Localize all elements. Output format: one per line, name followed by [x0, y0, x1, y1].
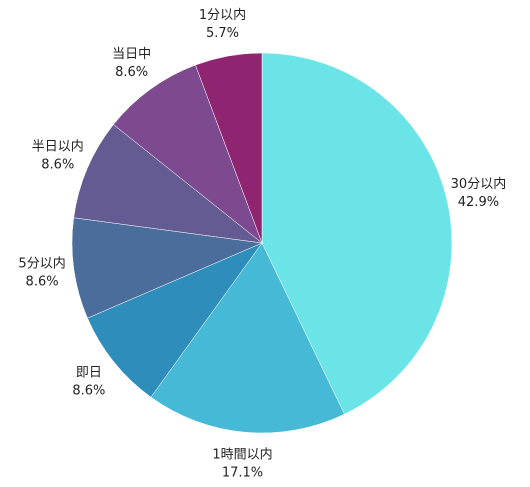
slice-label: 30分以内 — [451, 176, 507, 192]
slice-value-label: 8.6% — [72, 383, 105, 398]
pie-slice — [195, 52, 263, 244]
slice-label: 1分以内 — [199, 7, 246, 23]
slice-label: 5分以内 — [18, 256, 65, 272]
slice-label: 即日 — [76, 365, 102, 380]
slice-value-label: 5.7% — [206, 26, 239, 41]
slice-value-label: 42.9% — [458, 195, 499, 210]
slice-label: 1時間以内 — [212, 447, 272, 463]
pie-slice — [87, 242, 263, 398]
pie-slice — [113, 64, 263, 244]
slice-value-label: 8.6% — [41, 157, 74, 172]
pie-slice — [73, 124, 263, 244]
slice-value-label: 17.1% — [222, 466, 263, 481]
pie-slice — [150, 242, 345, 434]
pie-slice — [261, 52, 453, 415]
slice-value-label: 8.6% — [115, 65, 148, 80]
pie-slice — [71, 217, 263, 319]
slice-label: 半日以内 — [32, 138, 84, 154]
slice-value-label: 8.6% — [26, 275, 59, 290]
slice-label: 当日中 — [112, 47, 151, 62]
